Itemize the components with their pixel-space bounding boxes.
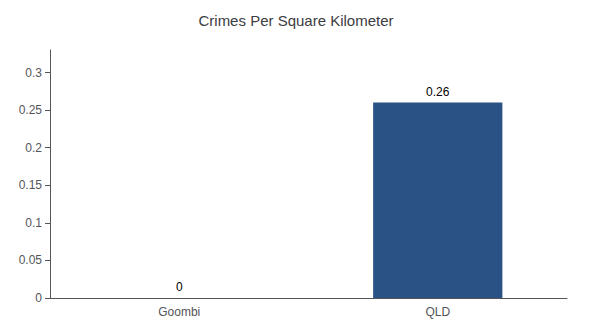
svg-text:0.15: 0.15 [19,178,43,192]
svg-text:QLD: QLD [425,305,450,319]
svg-text:0.05: 0.05 [19,253,43,267]
svg-text:Goombi: Goombi [158,305,200,319]
svg-text:0: 0 [35,291,42,305]
svg-text:0.3: 0.3 [25,66,42,80]
svg-text:0: 0 [176,280,183,294]
svg-text:Crimes Per Square Kilometer: Crimes Per Square Kilometer [198,12,393,29]
svg-text:0.26: 0.26 [426,85,450,99]
svg-text:0.2: 0.2 [25,141,42,155]
svg-text:0.25: 0.25 [19,103,43,117]
svg-text:0.1: 0.1 [25,216,42,230]
